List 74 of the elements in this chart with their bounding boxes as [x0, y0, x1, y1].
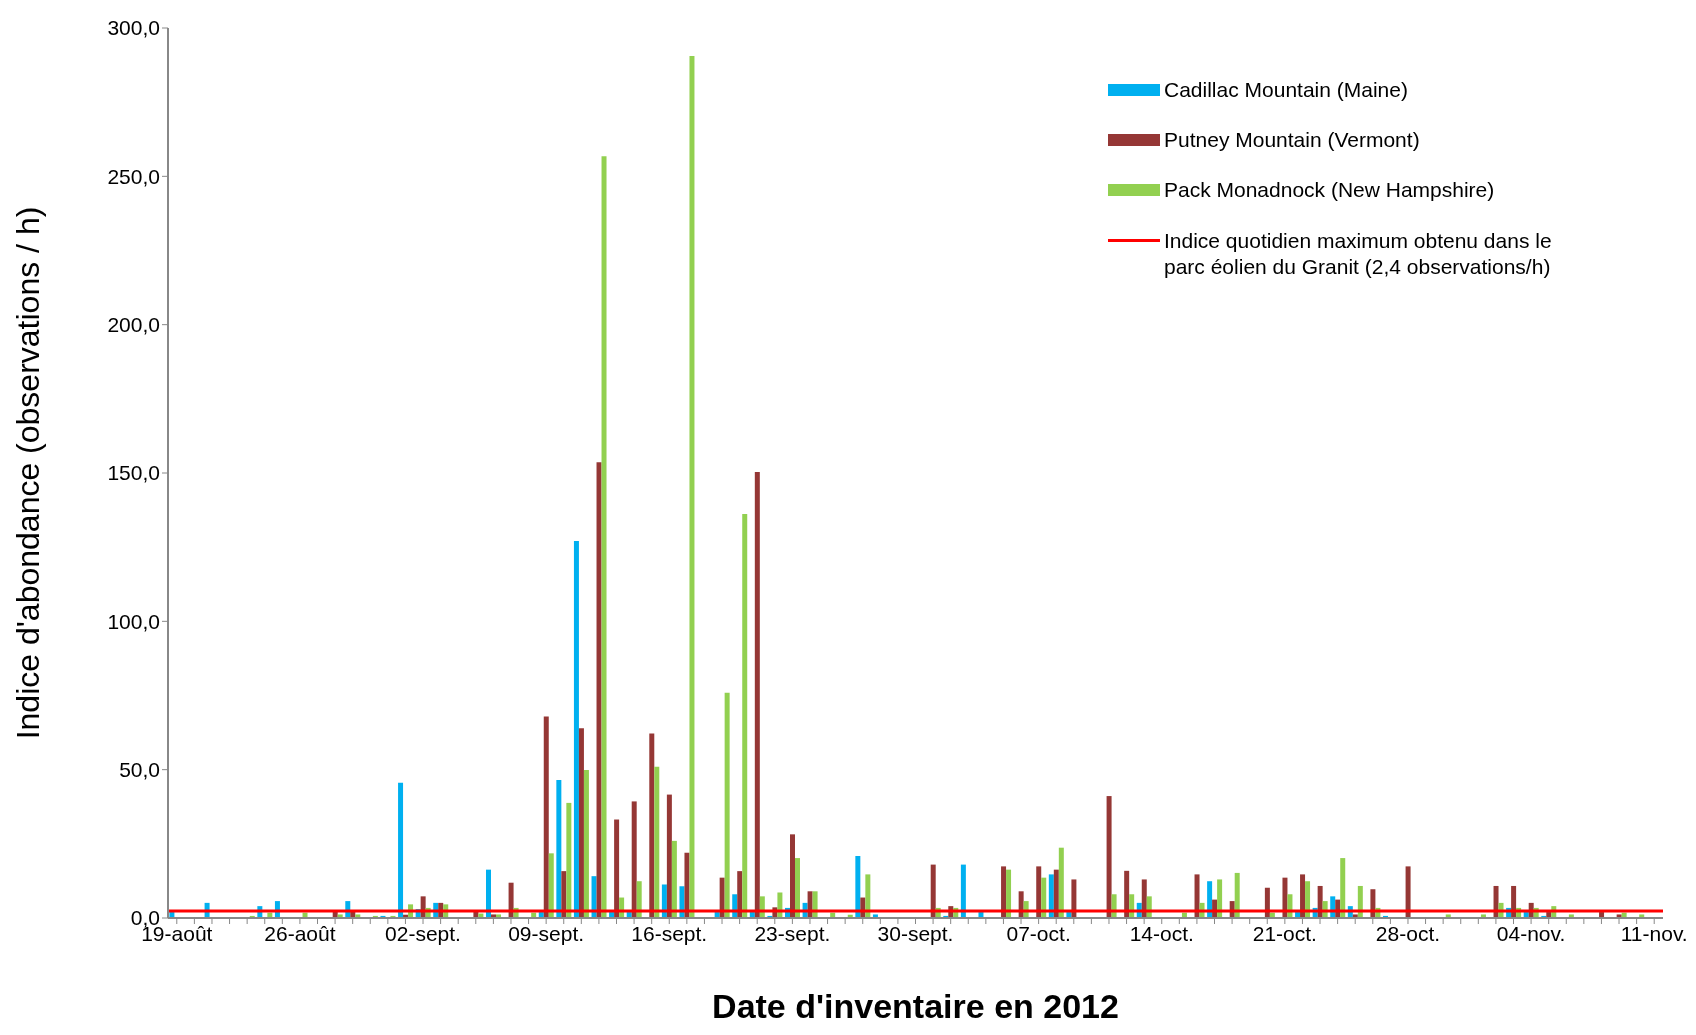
bar [548, 853, 554, 918]
bar [684, 852, 690, 918]
bar [486, 869, 491, 918]
bar [724, 692, 730, 918]
x-tick-label: 21-oct. [1252, 921, 1317, 945]
y-tick-label: 100,0 [107, 609, 160, 633]
bar [1405, 866, 1411, 918]
bar [614, 819, 620, 918]
bar [1071, 879, 1077, 918]
bar [790, 834, 795, 918]
y-axis-title: Indice d'abondance (observations / h) [10, 206, 47, 740]
x-tick-label: 23-sept. [754, 921, 831, 945]
bar [666, 794, 672, 918]
bar [1207, 881, 1213, 918]
y-tick-label: 50,0 [119, 758, 160, 782]
x-tick-label: 07-oct. [1006, 921, 1071, 945]
bar [591, 876, 597, 918]
bar [1053, 869, 1059, 918]
bar [795, 858, 800, 918]
bar [561, 871, 567, 918]
bar [1124, 870, 1130, 918]
bar [1001, 866, 1007, 918]
bar [737, 871, 743, 918]
bar [671, 840, 677, 918]
bar [1194, 874, 1200, 918]
bar [1006, 869, 1012, 918]
bar [398, 782, 404, 918]
bar [1305, 881, 1311, 918]
y-tick-label: 250,0 [107, 164, 160, 188]
bar [556, 780, 562, 918]
x-tick-label: 09-sept. [508, 921, 585, 945]
bar [689, 55, 695, 918]
bar [865, 874, 871, 918]
bar [855, 856, 861, 918]
bar [578, 728, 584, 918]
bar [960, 864, 966, 918]
x-tick-label: 02-sept. [385, 921, 461, 945]
x-tick-label: 11-nov. [1620, 921, 1688, 945]
bar [1234, 872, 1240, 918]
x-tick-label: 30-sept. [877, 921, 954, 945]
bar [1106, 796, 1112, 918]
bar [1217, 879, 1223, 918]
bar [583, 769, 589, 918]
bar [596, 462, 602, 918]
bar [930, 864, 936, 918]
x-tick-label: 14-oct. [1129, 921, 1194, 945]
y-tick-label: 300,0 [107, 16, 160, 40]
bar [573, 540, 579, 918]
bar [754, 472, 760, 918]
legend-label: Cadillac Mountain (Maine) [1164, 78, 1408, 102]
x-axis-title: Date d'inventaire en 2012 [712, 987, 1119, 1025]
bar [1141, 879, 1147, 918]
bar [654, 766, 660, 918]
y-tick-label: 200,0 [107, 313, 160, 337]
bar [601, 156, 607, 918]
bar [1058, 847, 1064, 918]
legend-label: Putney Mountain (Vermont) [1164, 128, 1420, 152]
legend-label: Indice quotidien maximum obtenu dans le parc éolien du Granit (2,4 observations/h) [1164, 228, 1553, 280]
bar [649, 733, 655, 918]
x-tick-label: 26-août [264, 921, 336, 945]
bar [566, 802, 572, 918]
bar [631, 801, 637, 918]
bar [543, 716, 549, 918]
bar [1048, 874, 1054, 918]
bar [742, 513, 748, 918]
bar [1340, 858, 1346, 918]
bar [636, 881, 642, 918]
bar [1036, 866, 1042, 918]
x-tick-label: 28-oct. [1375, 921, 1441, 945]
x-tick-label: 16-sept. [631, 921, 708, 945]
y-tick-label: 150,0 [107, 461, 160, 485]
x-tick-label: 04-nov. [1496, 921, 1566, 945]
legend-label: Pack Monadnock (New Hampshire) [1164, 178, 1495, 202]
bar [1300, 874, 1306, 918]
